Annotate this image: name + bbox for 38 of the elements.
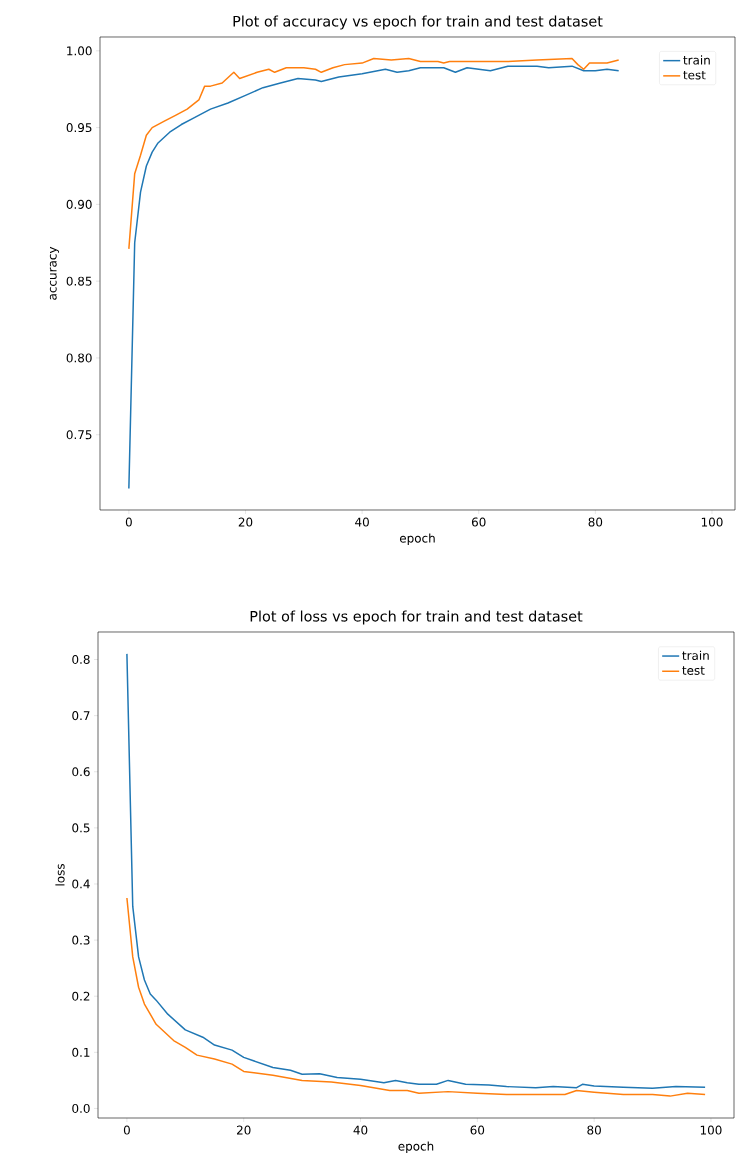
legend-label: test — [683, 70, 706, 80]
x-tick-label: 80 — [587, 1125, 601, 1135]
y-tick-label: 0.80 — [66, 353, 92, 363]
y-axis-title: loss — [55, 864, 65, 886]
y-tick-label: 0.95 — [66, 123, 92, 133]
x-tick-label: 40 — [353, 1125, 368, 1135]
y-tick-label: 0.6 — [72, 767, 90, 777]
legend-label: train — [683, 55, 710, 65]
y-tick-label: 0.8 — [72, 654, 90, 665]
chart-title: Plot of loss vs epoch for train and test dataset — [250, 610, 583, 625]
x-tick-label: 80 — [588, 517, 603, 527]
x-axis-title: epoch — [399, 533, 435, 545]
y-tick-label: 0.85 — [66, 276, 92, 286]
y-tick-label: 0.1 — [72, 1047, 90, 1057]
chart-title: Plot of accuracy vs epoch for train and test dataset — [233, 15, 603, 30]
x-tick-label: 0 — [125, 517, 132, 527]
y-tick-label: 0.2 — [72, 991, 90, 1001]
x-tick-label: 100 — [701, 517, 723, 527]
y-tick-label: 0.3 — [72, 935, 90, 945]
y-axis-title: accuracy — [49, 246, 60, 300]
y-tick-label: 0.0 — [72, 1103, 90, 1113]
x-tick-label: 20 — [238, 517, 253, 527]
legend-label: train — [682, 650, 709, 661]
legend-label: test — [682, 666, 705, 675]
x-tick-label: 100 — [700, 1125, 722, 1135]
y-tick-label: 0.7 — [72, 711, 90, 721]
x-tick-label: 60 — [471, 517, 486, 527]
x-tick-label: 60 — [470, 1125, 485, 1135]
line-series — [128, 65, 620, 490]
x-tick-label: 40 — [355, 517, 369, 527]
y-tick-label: 0.4 — [72, 879, 90, 889]
y-tick-label: 0.75 — [66, 430, 92, 440]
x-tick-label: 20 — [236, 1125, 251, 1135]
y-tick-label: 0.5 — [72, 823, 90, 833]
y-tick-label: 1.00 — [67, 46, 92, 56]
x-axis-title: epoch — [398, 1141, 434, 1153]
x-tick-label: 0 — [123, 1125, 130, 1135]
y-tick-label: 0.90 — [66, 199, 92, 209]
